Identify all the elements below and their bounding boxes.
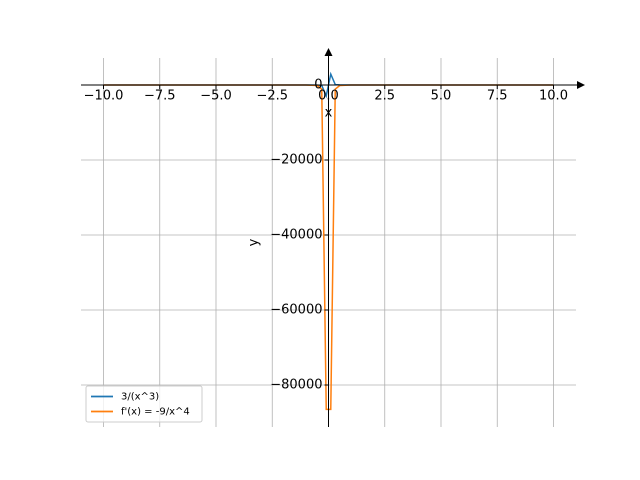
- y-tick-label: −80000: [270, 378, 322, 393]
- legend-box: [85, 385, 203, 423]
- x-axis-label: x: [325, 106, 333, 121]
- y-tick-label: −60000: [270, 303, 322, 318]
- x-tick-label: 7.5: [487, 89, 508, 104]
- legend-label: 3/(x^3): [121, 392, 159, 403]
- y-tick-label: −40000: [270, 228, 322, 243]
- x-tick-label: 0.0: [318, 89, 339, 104]
- legend: 3/(x^3) f'(x) = -9/x^4: [85, 385, 203, 423]
- x-tick-label: −10.0: [84, 89, 124, 104]
- y-tick-label: 0: [314, 78, 322, 93]
- x-axis-arrow: [577, 81, 585, 89]
- y-tick-label: −20000: [270, 153, 322, 168]
- x-tick-label: 2.5: [374, 89, 395, 104]
- legend-label: f'(x) = -9/x^4: [121, 407, 190, 418]
- y-axis-label: y: [247, 238, 262, 246]
- x-tick-label: −2.5: [256, 89, 288, 104]
- x-tick-label: 10.0: [539, 89, 568, 104]
- x-tick-label: −5.0: [200, 89, 232, 104]
- x-tick-label: −7.5: [144, 89, 176, 104]
- y-axis-arrow: [324, 48, 333, 56]
- x-tick-label: 5.0: [431, 89, 452, 104]
